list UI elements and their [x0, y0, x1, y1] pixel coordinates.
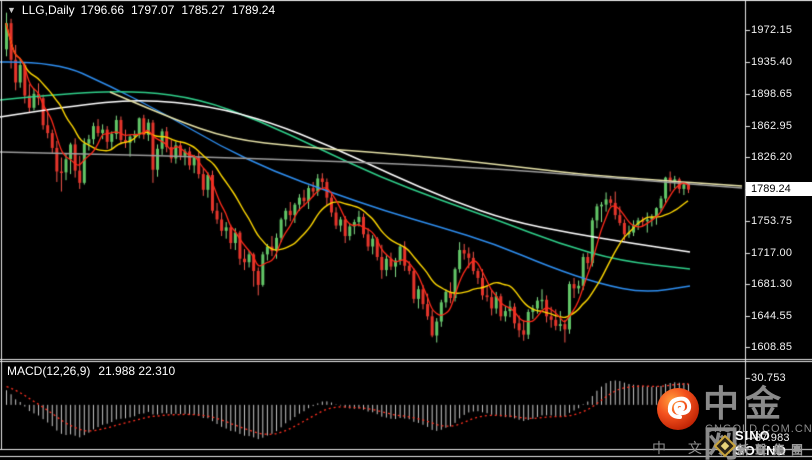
macd-axis-min-label: -37.983 [751, 432, 790, 444]
ohlc-low: 1785.27 [181, 3, 225, 17]
price-axis-label: 1972.15 [751, 24, 793, 36]
price-axis-label: 1935.40 [751, 56, 793, 68]
ohlc-readout: 1796.66 1797.07 1785.27 1789.24 [81, 3, 276, 17]
ohlc-open: 1796.66 [80, 3, 124, 17]
current-price-tag: 1789.24 [746, 182, 812, 196]
sino-sound-name-cn: 新聲集團 [737, 443, 810, 457]
chart-header: ▼ LLG,Daily 1796.66 1797.07 1785.27 1789… [7, 3, 275, 17]
price-axis-label: 1644.55 [751, 310, 793, 322]
price-axis-label: 1753.75 [751, 215, 793, 227]
price-axis-label: 1898.65 [751, 88, 793, 100]
macd-values: 21.988 22.310 [98, 364, 176, 378]
cngold-logo-icon [657, 388, 699, 430]
macd-axis-max-label: 30.753 [751, 372, 786, 384]
price-axis-label: 1717.00 [751, 247, 793, 259]
price-axis-label: 1608.85 [751, 341, 793, 353]
price-axis-label: 1826.20 [751, 151, 793, 163]
sino-sound-diamond-icon [713, 434, 737, 458]
symbol-label: LLG,Daily [21, 3, 75, 17]
watermark: 中金网 CNGOLD.COM.CN 中 文 财 SINO SOUND 新聲集團 [640, 378, 812, 460]
macd-panel-header: MACD(12,26,9) 21.988 22.310 [7, 364, 175, 378]
watermark-brand-name: 中金网 [703, 383, 788, 460]
price-axis-label: 1862.95 [751, 120, 793, 132]
watermark-brand-domain: CNGOLD.COM.CN [705, 423, 812, 435]
symbol-dropdown-icon[interactable]: ▼ [7, 5, 16, 15]
price-axis-label: 1681.30 [751, 278, 793, 290]
ohlc-high: 1797.07 [131, 3, 175, 17]
sino-sound-name: SINO SOUND [735, 428, 787, 458]
ohlc-close: 1789.24 [231, 3, 276, 17]
macd-label: MACD(12,26,9) [7, 364, 91, 378]
